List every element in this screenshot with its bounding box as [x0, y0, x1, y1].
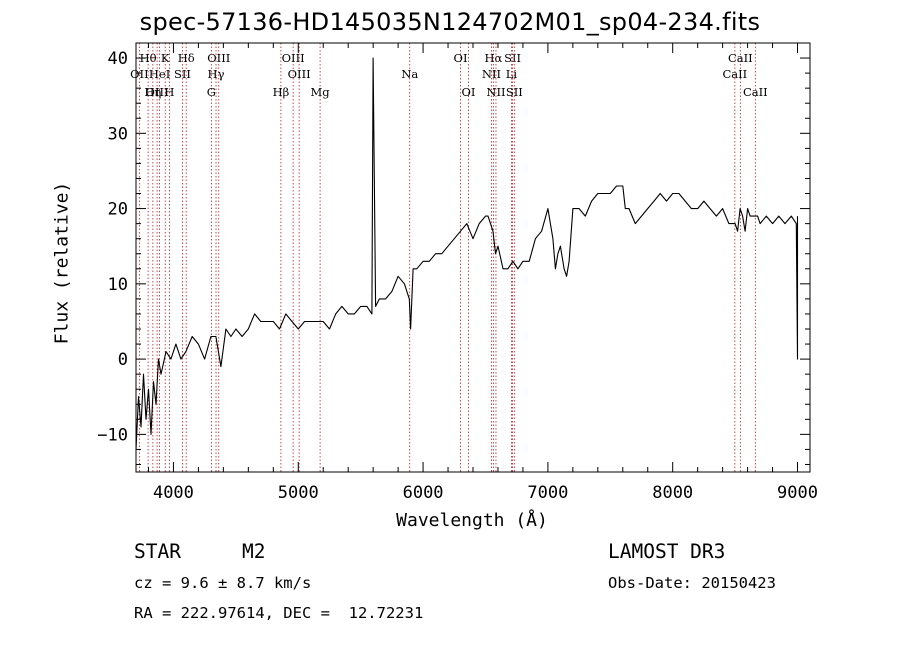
marker-label: CaII: [728, 51, 753, 65]
marker-label: SII: [504, 51, 521, 65]
plot-frame: [135, 42, 811, 473]
object-subclass: M2: [242, 540, 266, 563]
survey-name: LAMOST DR3: [608, 540, 726, 563]
marker-label: NII: [482, 67, 501, 81]
marker-label: Hθ: [140, 51, 157, 65]
marker-label: Na: [401, 67, 418, 81]
spectrum-line: [135, 57, 799, 450]
x-tick-label: 6000: [403, 483, 444, 503]
marker-label: Hδ: [178, 51, 195, 65]
coordinates: RA = 222.97614, DEC = 12.72231: [134, 604, 424, 622]
x-tick-label: 9000: [777, 483, 818, 503]
x-tick-label: 5000: [278, 483, 319, 503]
obs-date: Obs-Date: 20150423: [608, 574, 776, 592]
x-tick-label: 4000: [153, 483, 194, 503]
y-tick-label: 40: [108, 49, 128, 69]
redshift-value: cz = 9.6 ± 8.7 km/s: [134, 574, 312, 592]
marker-label: Hβ: [273, 85, 290, 99]
marker-label: OIII: [282, 51, 305, 65]
marker-label: G: [207, 85, 216, 99]
x-tick-label: 8000: [652, 483, 693, 503]
marker-label: OII: [130, 67, 149, 81]
marker-label: SII: [174, 67, 191, 81]
object-class: STAR: [134, 540, 181, 563]
y-axis-label: Flux (relative): [51, 181, 73, 345]
x-tick-label: 7000: [527, 483, 568, 503]
marker-label: OI: [454, 51, 468, 65]
marker-label: Hα: [484, 51, 502, 65]
marker-label: HeI: [149, 67, 170, 81]
marker-label: K: [161, 51, 170, 65]
marker-label: H: [164, 85, 174, 99]
marker-label: OI: [462, 85, 476, 99]
marker-label: OIII: [146, 85, 169, 99]
marker-label: Hγ: [208, 67, 225, 81]
x-axis-label: Wavelength (Å): [396, 510, 548, 531]
y-tick-label: 20: [108, 200, 128, 220]
marker-label: OIII: [207, 51, 230, 65]
y-tick-label: 30: [108, 124, 128, 144]
y-tick-label: −10: [97, 425, 128, 445]
marker-label: CaII: [743, 85, 768, 99]
marker-label: NII: [486, 85, 505, 99]
y-tick-label: 0: [118, 350, 128, 370]
marker-label: OIII: [288, 67, 311, 81]
marker-label: SII: [506, 85, 523, 99]
marker-label: Hη: [144, 85, 161, 99]
marker-label: Li: [506, 67, 518, 81]
marker-label: Mg: [311, 85, 331, 99]
marker-label: CaII: [722, 67, 747, 81]
chart-title: spec-57136-HD145035N124702M01_sp04-234.f…: [139, 8, 761, 36]
y-tick-label: 10: [108, 275, 128, 295]
